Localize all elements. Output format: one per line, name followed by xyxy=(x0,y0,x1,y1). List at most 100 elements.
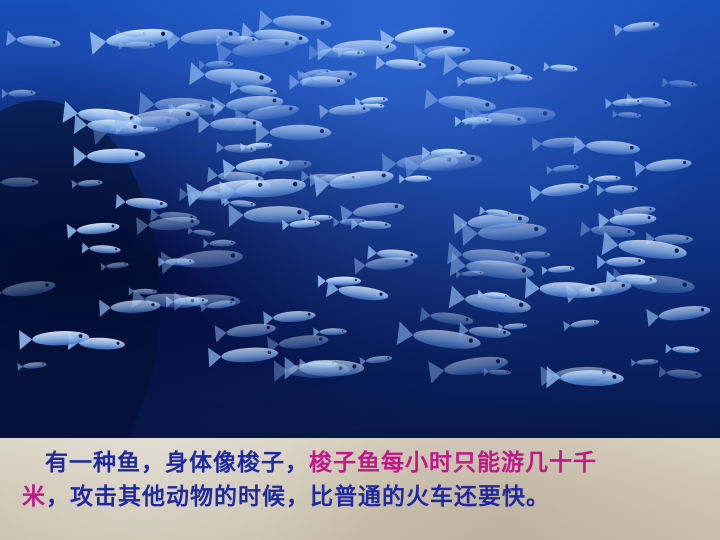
fish-shape xyxy=(613,21,660,37)
fish-shape xyxy=(543,61,578,72)
fish-shape xyxy=(662,77,697,88)
fish-shape xyxy=(580,221,636,238)
fish-shape xyxy=(118,39,156,51)
caption-background xyxy=(0,438,720,540)
fish-shape xyxy=(229,80,277,96)
caption-highlight-2: 米 xyxy=(22,483,46,510)
fish-shape xyxy=(113,108,199,135)
caption-text: 有一种鱼，身体像梭子，梭子鱼每小时只能游几十千米，攻击其他动物的时候，比普通的火… xyxy=(22,446,702,514)
fish-shape xyxy=(214,323,276,343)
fish-shape xyxy=(479,206,513,217)
fish-shape xyxy=(524,276,602,299)
fish-shape xyxy=(359,355,393,367)
fish-shape xyxy=(115,28,148,38)
fish-shape xyxy=(198,115,263,134)
fish-shape xyxy=(258,9,332,31)
fish-shape xyxy=(477,289,510,300)
fish-school-photo xyxy=(0,0,720,438)
fish-shape xyxy=(596,184,638,196)
fish-shape xyxy=(289,74,346,91)
fish-shape xyxy=(319,104,371,119)
fish-shape xyxy=(297,69,332,80)
fish-shape xyxy=(612,110,642,119)
fish-shape xyxy=(326,279,389,301)
fish-shape xyxy=(89,28,174,55)
fish-shape xyxy=(0,281,56,304)
caption-part-1: 有一种鱼，身体像梭子， xyxy=(45,449,309,476)
fish-shape xyxy=(255,121,332,144)
fish-shape xyxy=(228,203,310,227)
fish-shape xyxy=(540,365,613,387)
fish-shape xyxy=(605,98,643,109)
fish-shape xyxy=(634,159,692,177)
fish-shape xyxy=(313,327,347,337)
caption-highlight-1: 梭子鱼每小时只能游几十千 xyxy=(309,449,597,476)
fish-shape xyxy=(234,105,299,127)
fish-shape xyxy=(189,61,272,87)
fish-shape xyxy=(100,262,129,272)
fish-shape xyxy=(160,250,243,275)
fish-shape xyxy=(598,212,657,230)
fish-shape xyxy=(1,88,36,99)
fish-shape xyxy=(263,311,316,326)
fish-shape xyxy=(546,164,579,175)
fish-shape xyxy=(317,274,362,288)
fish-shape xyxy=(541,265,575,276)
fish-shape xyxy=(71,179,103,189)
fish-shape xyxy=(611,268,695,294)
fish-shape xyxy=(464,108,527,127)
fish-shape xyxy=(354,257,414,275)
fish-shape xyxy=(646,305,711,327)
fish-shape xyxy=(187,226,216,236)
fish-shape xyxy=(200,300,236,313)
fish-shape xyxy=(6,30,61,48)
fish-shape xyxy=(601,231,687,259)
fish-shape xyxy=(404,154,483,179)
fish-shape xyxy=(273,360,350,382)
fish-shape xyxy=(573,135,640,155)
fish-shape xyxy=(424,89,496,112)
fish-shape xyxy=(483,367,511,376)
fish-shape xyxy=(203,238,236,249)
fish-shape xyxy=(443,53,522,77)
fish-shape xyxy=(354,96,389,107)
fish-shape xyxy=(631,358,659,367)
fish-shape xyxy=(267,335,329,354)
fish-shape xyxy=(458,322,511,338)
fish-shape xyxy=(529,183,590,202)
fish-shape xyxy=(166,29,240,51)
fish-shape xyxy=(0,177,39,187)
fish-shape xyxy=(208,347,279,368)
fish-shape xyxy=(457,76,497,88)
fish-shape xyxy=(128,287,158,296)
fish-shape xyxy=(136,216,200,236)
fish-shape xyxy=(665,343,700,354)
fish-shape xyxy=(399,174,432,184)
fish-shape xyxy=(597,255,646,270)
fish-shape xyxy=(198,60,233,70)
fish-shape xyxy=(588,175,621,185)
fish-shape xyxy=(308,44,366,61)
fish-shape xyxy=(340,202,405,224)
fish-shape xyxy=(380,27,455,51)
fish-shape xyxy=(351,218,392,230)
fish-shape xyxy=(456,270,485,279)
fish-shape xyxy=(453,212,530,235)
fish-shape xyxy=(658,365,702,379)
fish-shape xyxy=(17,362,47,372)
fish-shape xyxy=(563,319,600,332)
fish-shape xyxy=(222,158,290,178)
fish-shape xyxy=(419,306,474,325)
fish-shape xyxy=(416,46,471,65)
fish-shape xyxy=(448,285,531,313)
fish-shape xyxy=(396,321,481,349)
fish-shape xyxy=(462,221,547,246)
fish-shape xyxy=(19,329,90,350)
fish-shape xyxy=(223,197,256,208)
fish-shape xyxy=(216,141,257,154)
fish-shape xyxy=(73,146,146,167)
fish-shape xyxy=(282,219,321,231)
fish-shape xyxy=(66,222,120,239)
caption-part-2: ，攻击其他动物的时候，比普通的火车还要快。 xyxy=(46,483,550,510)
